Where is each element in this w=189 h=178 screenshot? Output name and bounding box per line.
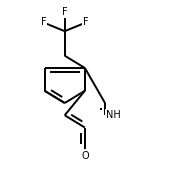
Text: O: O <box>81 151 89 161</box>
Text: NH: NH <box>106 110 121 120</box>
Text: F: F <box>41 17 46 27</box>
Text: F: F <box>83 17 89 27</box>
Text: F: F <box>62 7 67 17</box>
